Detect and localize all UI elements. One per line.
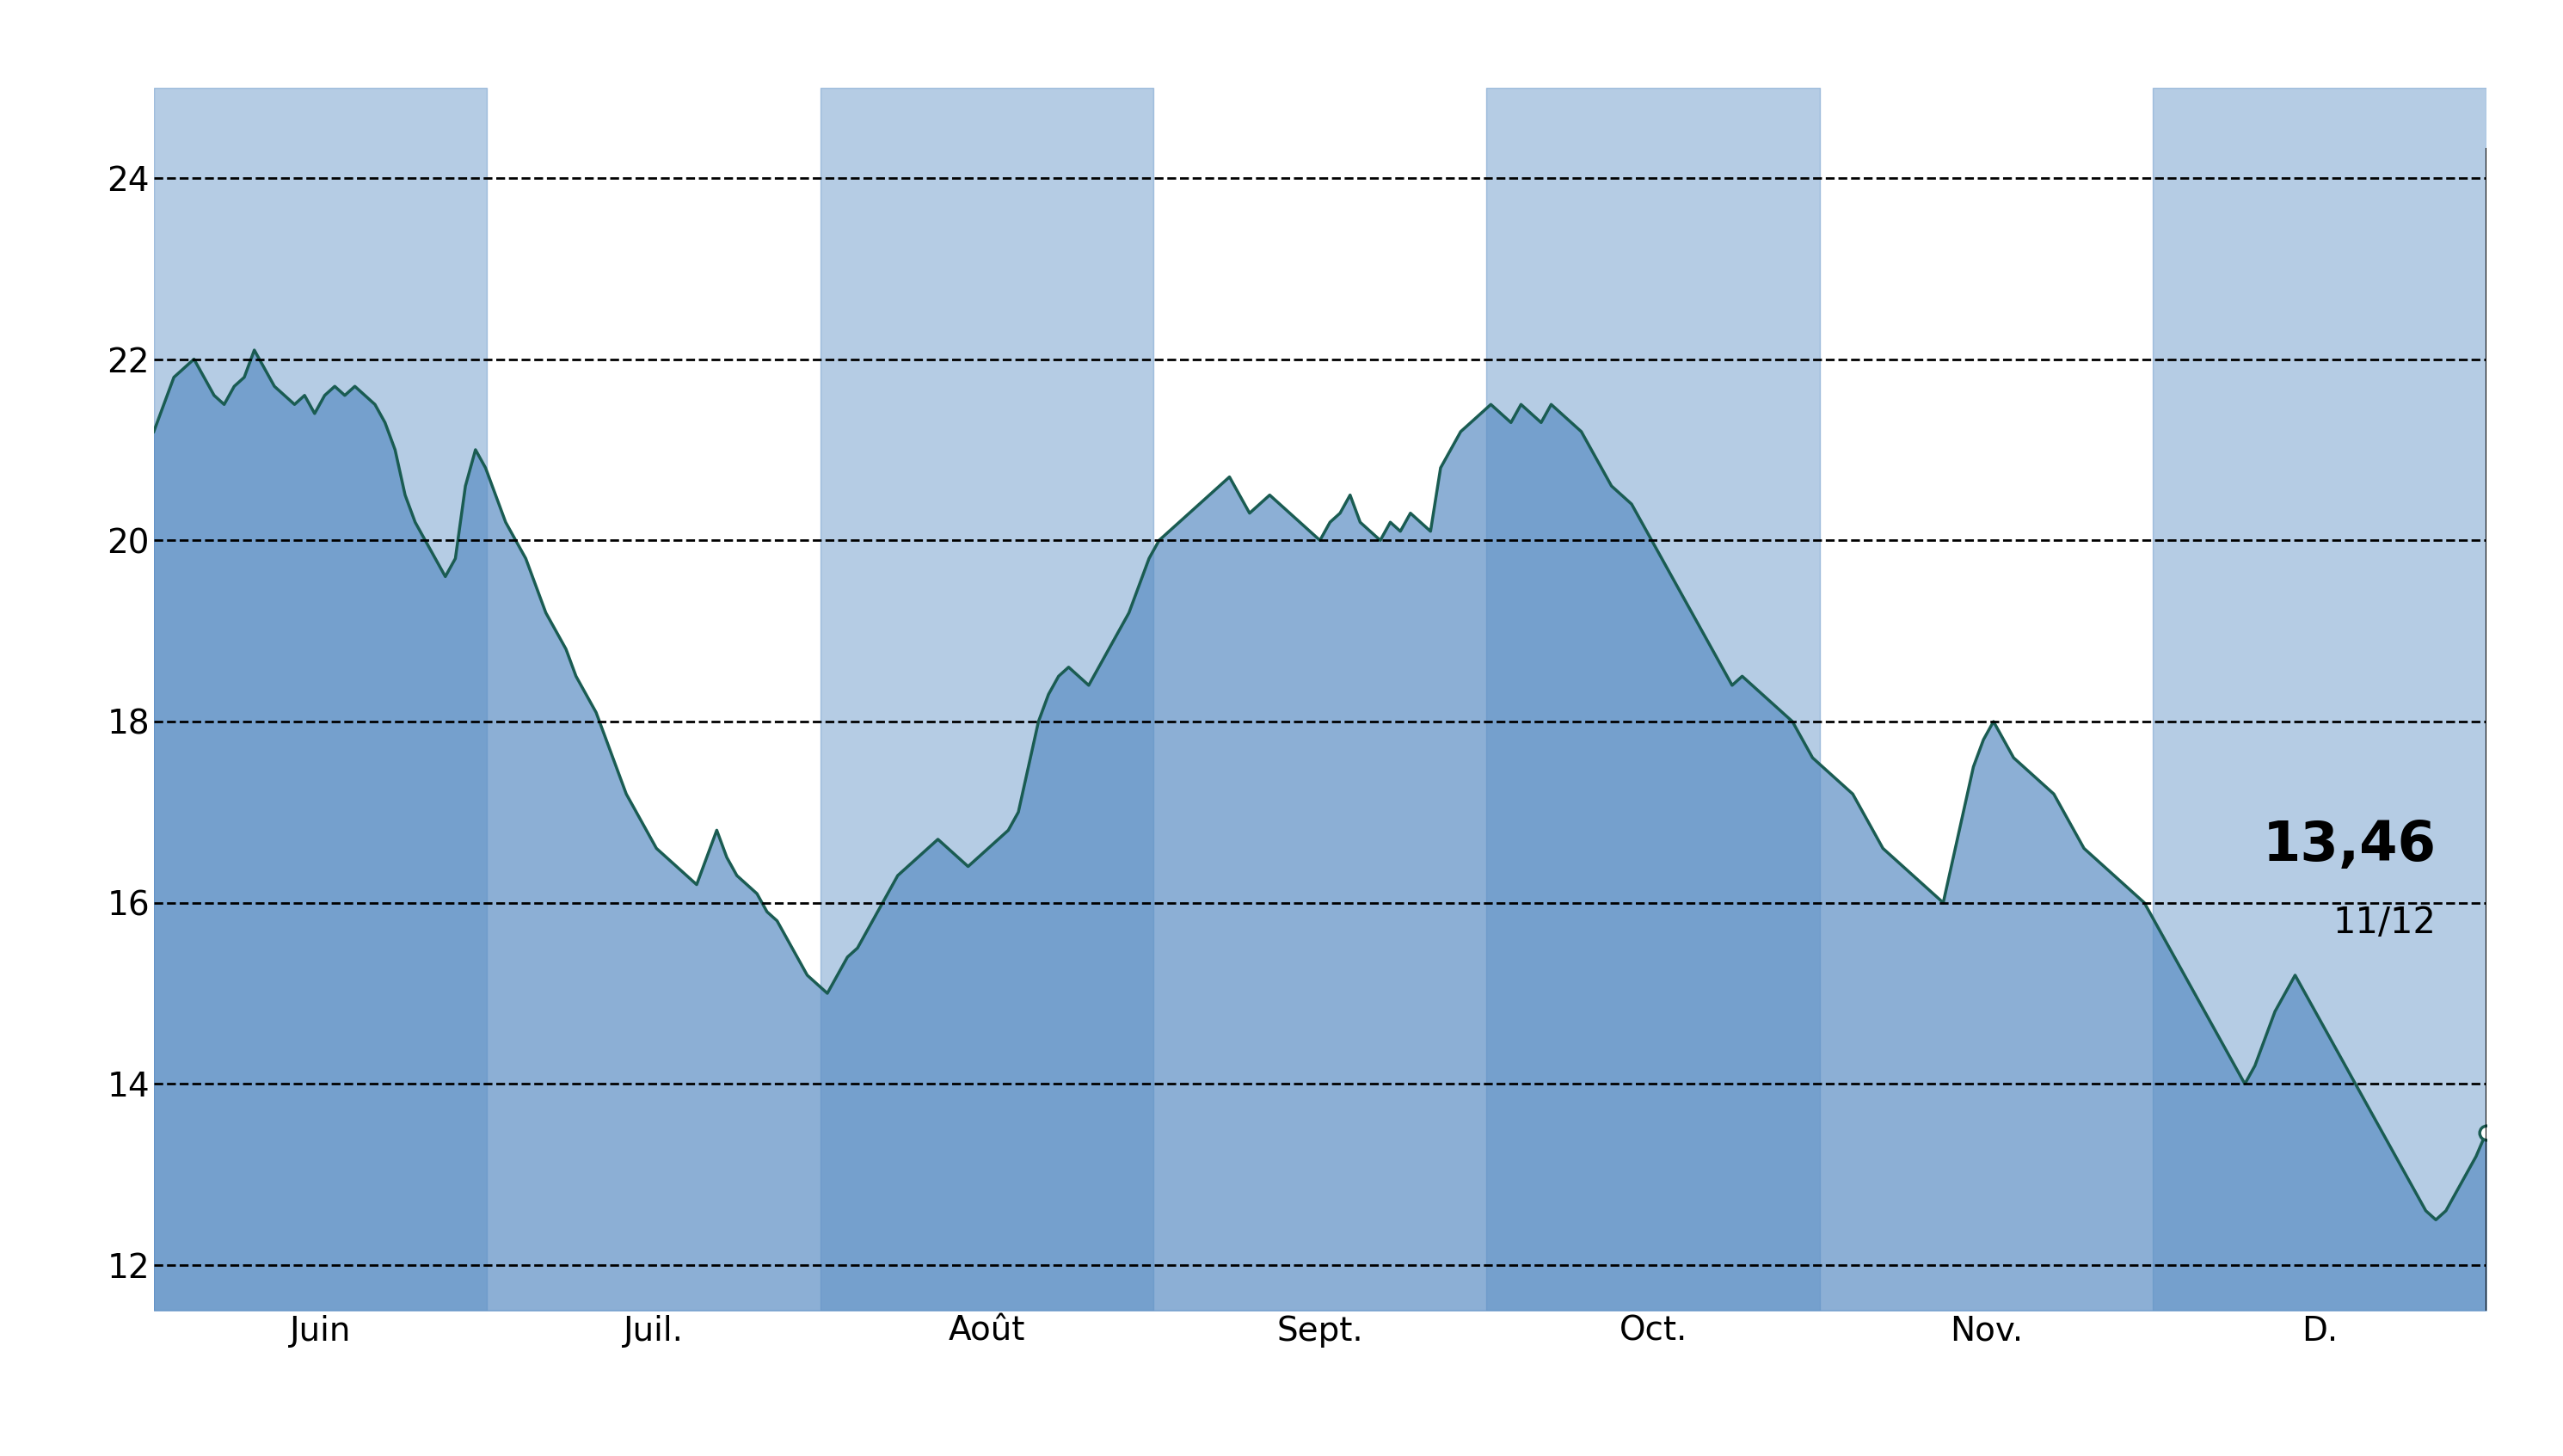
Bar [820,87,1153,1310]
Text: 13,46: 13,46 [2263,818,2435,872]
Bar [154,87,487,1310]
Text: 11/12: 11/12 [2332,906,2435,941]
Text: AT&S Austria Technologie & Systemtechnik AG: AT&S Austria Technologie & Systemtechnik… [213,55,2350,134]
Bar [1487,87,1820,1310]
Bar [2153,87,2486,1310]
